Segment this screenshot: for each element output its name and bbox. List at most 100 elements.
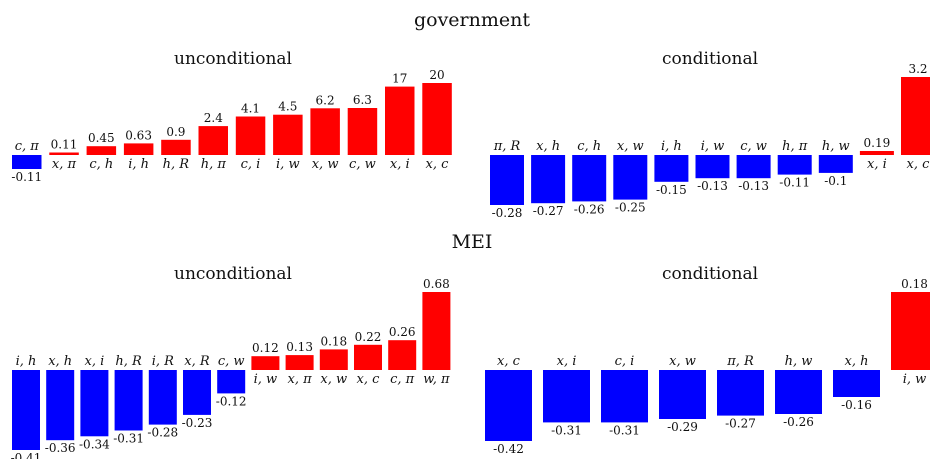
value-label: -0.26 — [783, 415, 814, 429]
bar — [601, 370, 648, 423]
bar — [123, 143, 154, 155]
value-label: 20 — [429, 68, 444, 82]
category-label: i, w — [701, 139, 725, 154]
category-label: π, R — [726, 354, 754, 369]
category-label: h, R — [163, 157, 190, 172]
value-label: -0.16 — [841, 398, 872, 412]
value-label: -0.41 — [11, 451, 42, 459]
panel-mei-unconditional: -0.41 i, h -0.36 x, h -0.34 x, i -0.31 h, R -0.2… — [11, 277, 451, 459]
category-label: x, w — [669, 354, 696, 369]
bar — [422, 292, 451, 370]
value-label: 0.22 — [355, 330, 382, 344]
category-label: x, w — [617, 139, 644, 154]
bar — [543, 370, 590, 423]
bar — [833, 370, 880, 397]
bar — [198, 126, 228, 155]
category-label: x, c — [907, 157, 930, 172]
panel-title-government-conditional: conditional — [662, 49, 758, 69]
panel-title-government-unconditional: unconditional — [174, 49, 292, 69]
value-label: -0.11 — [11, 170, 42, 184]
bar — [285, 355, 314, 370]
panel-title-mei-conditional: conditional — [662, 264, 758, 284]
bar — [485, 370, 532, 441]
bar — [385, 86, 415, 155]
category-label: c, π — [390, 372, 415, 387]
category-label: i, w — [254, 372, 278, 387]
value-label: 0.63 — [125, 128, 152, 142]
value-label: -0.28 — [492, 206, 523, 220]
bar — [114, 370, 143, 431]
value-label: 0.26 — [389, 325, 416, 339]
bar — [273, 114, 303, 155]
category-label: i, w — [276, 157, 300, 172]
value-label: -0.1 — [824, 174, 847, 188]
value-label: -0.26 — [574, 202, 605, 216]
bar — [12, 370, 40, 450]
category-label: x, π — [52, 157, 77, 172]
bar — [217, 370, 246, 394]
category-label: c, i — [615, 354, 635, 369]
category-label: x, i — [557, 354, 577, 369]
value-label: 2.4 — [204, 111, 223, 125]
value-label: 0.13 — [286, 340, 313, 354]
value-label: -0.34 — [79, 437, 110, 451]
category-label: h, w — [785, 354, 813, 369]
category-label: π, R — [493, 139, 521, 154]
value-label: 0.68 — [423, 277, 450, 291]
category-label: h, π — [201, 157, 227, 172]
bar — [659, 370, 706, 419]
value-label: -0.28 — [147, 426, 178, 440]
bar — [46, 370, 75, 441]
bar — [901, 77, 930, 155]
value-label: 3.2 — [908, 62, 927, 76]
value-label: -0.31 — [113, 432, 144, 446]
value-label: 0.19 — [864, 136, 891, 150]
section-title-government: government — [414, 9, 530, 31]
value-label: 4.1 — [241, 102, 260, 116]
value-label: 0.9 — [166, 125, 185, 139]
value-label: -0.13 — [738, 179, 769, 193]
bar — [818, 155, 853, 173]
bar — [891, 292, 930, 370]
category-label: x, R — [184, 354, 210, 369]
bar — [183, 370, 211, 415]
category-label: x, c — [426, 157, 450, 172]
value-label: 17 — [392, 72, 407, 86]
bar — [531, 155, 566, 204]
bar — [251, 356, 280, 370]
category-label: x, w — [312, 157, 339, 172]
category-label: x, h — [845, 354, 869, 369]
value-label: -0.13 — [697, 179, 728, 193]
value-label: -0.12 — [216, 394, 247, 408]
value-label: -0.42 — [493, 442, 524, 456]
value-label: -0.27 — [725, 417, 756, 431]
section-title-mei: MEI — [452, 231, 493, 253]
bar — [695, 155, 730, 179]
value-label: -0.15 — [656, 183, 687, 197]
value-label: -0.25 — [615, 201, 646, 215]
bar — [347, 108, 378, 155]
category-label: i, h — [16, 354, 37, 369]
category-label: x, c — [497, 354, 521, 369]
bar — [161, 139, 191, 155]
value-label: 0.11 — [51, 138, 78, 152]
category-label: c, w — [218, 354, 245, 369]
category-label: x, i — [867, 157, 887, 172]
category-label: x, π — [288, 372, 313, 387]
bar — [235, 116, 266, 155]
category-label: x, i — [390, 157, 410, 172]
bar — [777, 155, 812, 175]
bar — [80, 370, 109, 437]
category-label: c, w — [740, 139, 767, 154]
value-label: -0.29 — [667, 420, 698, 434]
bar — [12, 155, 42, 169]
panel-mei-conditional: -0.42 x, c -0.31 x, i -0.31 c, i -0.29 x, w -0.2… — [485, 277, 930, 456]
category-label: i, h — [661, 139, 682, 154]
category-label: i, R — [152, 354, 174, 369]
value-label: 0.18 — [901, 277, 928, 291]
category-label: x, c — [357, 372, 381, 387]
value-label: 4.5 — [278, 100, 297, 114]
panel-government-unconditional: -0.11 c, π 0.11 x, π 0.45 c, h 0.63 i, h 0.9 h, R… — [11, 68, 452, 184]
value-label: -0.27 — [533, 204, 564, 218]
category-label: h, w — [822, 139, 850, 154]
